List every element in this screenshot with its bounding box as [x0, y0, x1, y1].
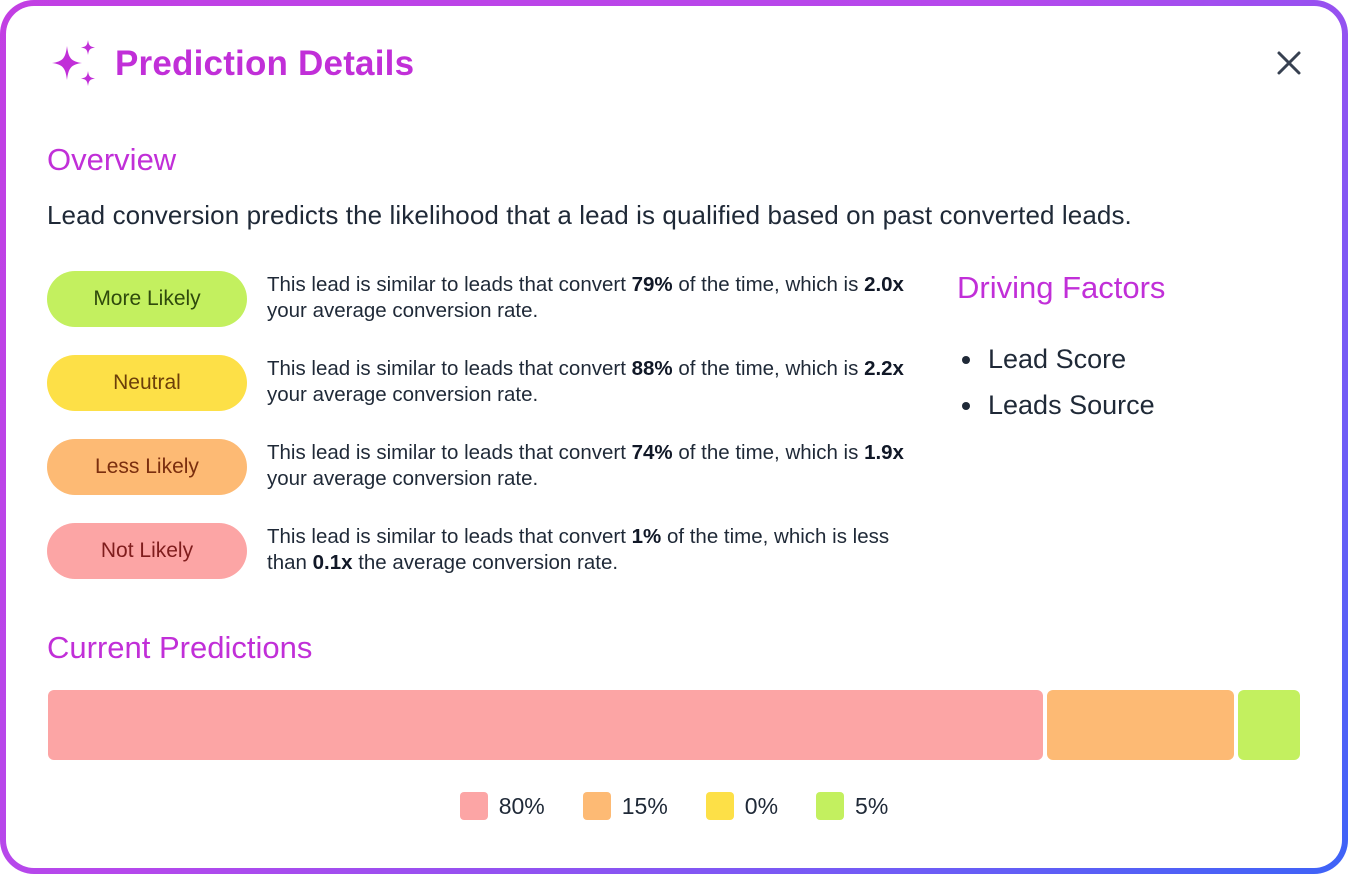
bullet-icon	[962, 402, 970, 410]
overview-heading: Overview	[47, 142, 177, 177]
predictions-legend: 80% 15% 0% 5%	[6, 792, 1342, 820]
legend-label: 5%	[855, 792, 889, 819]
description-text: your average conversion rate.	[267, 383, 539, 406]
legend-swatch	[459, 792, 488, 820]
category-description: This lead is similar to leads that conve…	[267, 356, 927, 408]
category-row: Neutral This lead is similar to leads tha…	[47, 355, 927, 411]
category-description: This lead is similar to leads that conve…	[267, 272, 927, 324]
category-description: This lead is similar to leads that conve…	[267, 524, 927, 576]
highlight-value: 88%	[631, 357, 673, 380]
legend-item: 5%	[816, 792, 888, 820]
category-badge: Less Likely	[47, 439, 247, 495]
highlight-value: 2.0x	[864, 273, 904, 296]
highlight-value: 74%	[631, 441, 673, 464]
description-text: your average conversion rate.	[267, 467, 539, 490]
legend-swatch	[816, 792, 845, 820]
legend-item: 0%	[705, 792, 779, 820]
legend-swatch	[705, 792, 734, 820]
highlight-value: 1.9x	[864, 441, 904, 464]
category-badge: Neutral	[47, 355, 247, 411]
description-text: This lead is similar to leads that conve…	[267, 525, 632, 548]
driving-factor-item: Leads Source	[958, 382, 1155, 428]
bar-segment[interactable]	[48, 690, 1043, 760]
close-icon[interactable]	[1270, 44, 1308, 82]
driving-factor-label: Leads Source	[988, 390, 1155, 420]
overview-text: Lead conversion predicts the likelihood …	[47, 200, 1132, 230]
highlight-value: 0.1x	[312, 551, 353, 574]
driving-factor-item: Lead Score	[958, 336, 1155, 382]
description-text: This lead is similar to leads that conve…	[267, 273, 632, 296]
category-badge: Not Likely	[47, 523, 247, 579]
driving-factors-list: Lead Score Leads Source	[958, 336, 1155, 428]
bullet-icon	[962, 356, 970, 364]
description-text: your average conversion rate.	[267, 299, 539, 322]
driving-factors-heading: Driving Factors	[957, 270, 1166, 305]
description-text: This lead is similar to leads that conve…	[267, 357, 632, 380]
bar-segment[interactable]	[1047, 690, 1234, 760]
category-badge: More Likely	[47, 271, 247, 327]
category-row: Less Likely This lead is similar to leads…	[47, 439, 927, 495]
legend-item: 15%	[582, 792, 668, 820]
category-description: This lead is similar to leads that conve…	[267, 440, 927, 492]
current-predictions-heading: Current Predictions	[47, 630, 313, 665]
legend-label: 80%	[498, 792, 545, 819]
legend-label: 0%	[744, 792, 779, 819]
description-text: of the time, which is	[672, 357, 865, 380]
category-row: Not Likely This lead is similar to leads …	[47, 523, 927, 579]
dialog-title: Prediction Details	[115, 44, 415, 83]
highlight-value: 2.2x	[864, 357, 904, 380]
category-row: More Likely This lead is similar to leads…	[47, 271, 927, 327]
highlight-value: 79%	[631, 273, 673, 296]
sparkles-icon	[52, 40, 95, 86]
description-text: the average conversion rate.	[352, 551, 619, 574]
predictions-stacked-bar	[48, 690, 1300, 760]
description-text: of the time, which is	[672, 441, 865, 464]
description-text: of the time, which is	[672, 273, 865, 296]
description-text: This lead is similar to leads that conve…	[267, 441, 632, 464]
highlight-value: 1%	[631, 525, 662, 548]
legend-swatch	[582, 792, 611, 820]
bar-segment[interactable]	[1238, 690, 1300, 760]
legend-item: 80%	[459, 792, 545, 820]
legend-label: 15%	[621, 792, 668, 819]
prediction-details-dialog: Prediction Details Overview Lead convers…	[6, 6, 1342, 868]
driving-factor-label: Lead Score	[988, 344, 1127, 374]
description-text: of the time, which is less than	[267, 525, 890, 574]
